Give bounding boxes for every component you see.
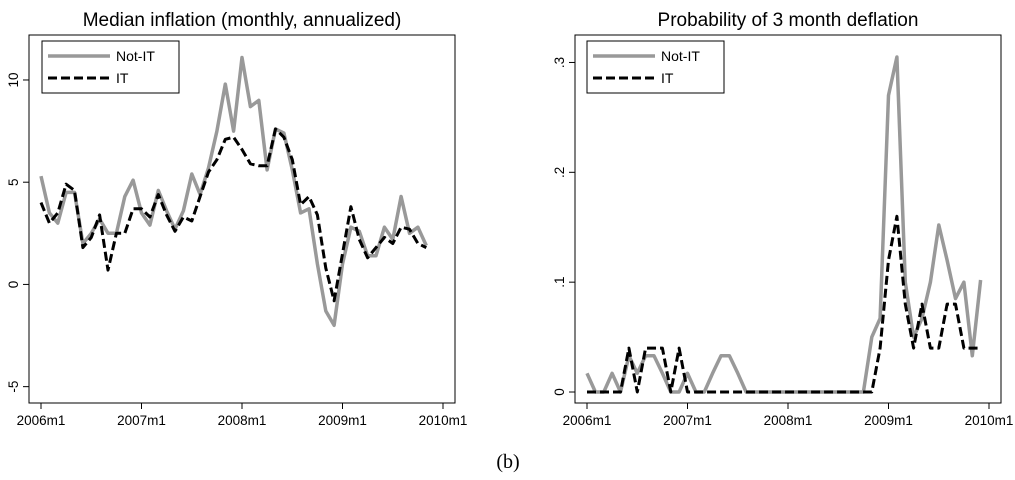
inflation-legend-label-not-it: Not-IT (116, 48, 155, 64)
inflation-series-not-it (39, 55, 428, 328)
inflation-legend: Not-IT IT (41, 40, 180, 94)
deflation-series-not-it (585, 55, 983, 394)
inflation-y-tick-label: 0 (6, 281, 21, 289)
inflation-legend-label-it: IT (116, 70, 129, 86)
inflation-panel: Median inflation (monthly, annualized) -… (6, 10, 467, 428)
deflation-x-tick-label: 2009m1 (864, 413, 913, 428)
inflation-x-tick-label: 2010m1 (419, 413, 468, 428)
inflation-x-tick-label: 2008m1 (218, 413, 267, 428)
deflation-y-tick-label: .1 (552, 277, 567, 288)
inflation-chart-title: Median inflation (monthly, annualized) (83, 10, 402, 31)
deflation-legend-label-it: IT (661, 70, 674, 86)
deflation-x-tick-label: 2007m1 (663, 413, 712, 428)
deflation-legend: Not-IT IT (586, 40, 725, 94)
deflation-x-tick-label: 2008m1 (764, 413, 813, 428)
deflation-legend-box (586, 40, 725, 94)
inflation-y-tick-label: 10 (6, 72, 21, 87)
deflation-x-tick-label: 2006m1 (563, 413, 612, 428)
deflation-y-tick-label: .2 (552, 167, 567, 178)
inflation-y-tick-label: 5 (6, 178, 21, 186)
inflation-x-tick-label: 2009m1 (318, 413, 367, 428)
deflation-y-tick-label: 0 (552, 388, 567, 396)
inflation-y-tick-label: -5 (6, 381, 21, 393)
inflation-legend-box (41, 40, 180, 94)
deflation-x-tick-label: 2010m1 (965, 413, 1014, 428)
figure-caption: (b) (496, 451, 519, 473)
deflation-chart-title: Probability of 3 month deflation (658, 10, 919, 31)
deflation-legend-label-not-it: Not-IT (661, 48, 700, 64)
deflation-series-it (587, 214, 981, 394)
deflation-panel: Probability of 3 month deflation 0 .1 .2 .3… (552, 10, 1013, 428)
inflation-x-tick-label: 2007m1 (117, 413, 166, 428)
deflation-y-tick-label: .3 (552, 57, 567, 68)
inflation-x-tick-label: 2006m1 (17, 413, 66, 428)
inflation-series-it (39, 127, 427, 303)
